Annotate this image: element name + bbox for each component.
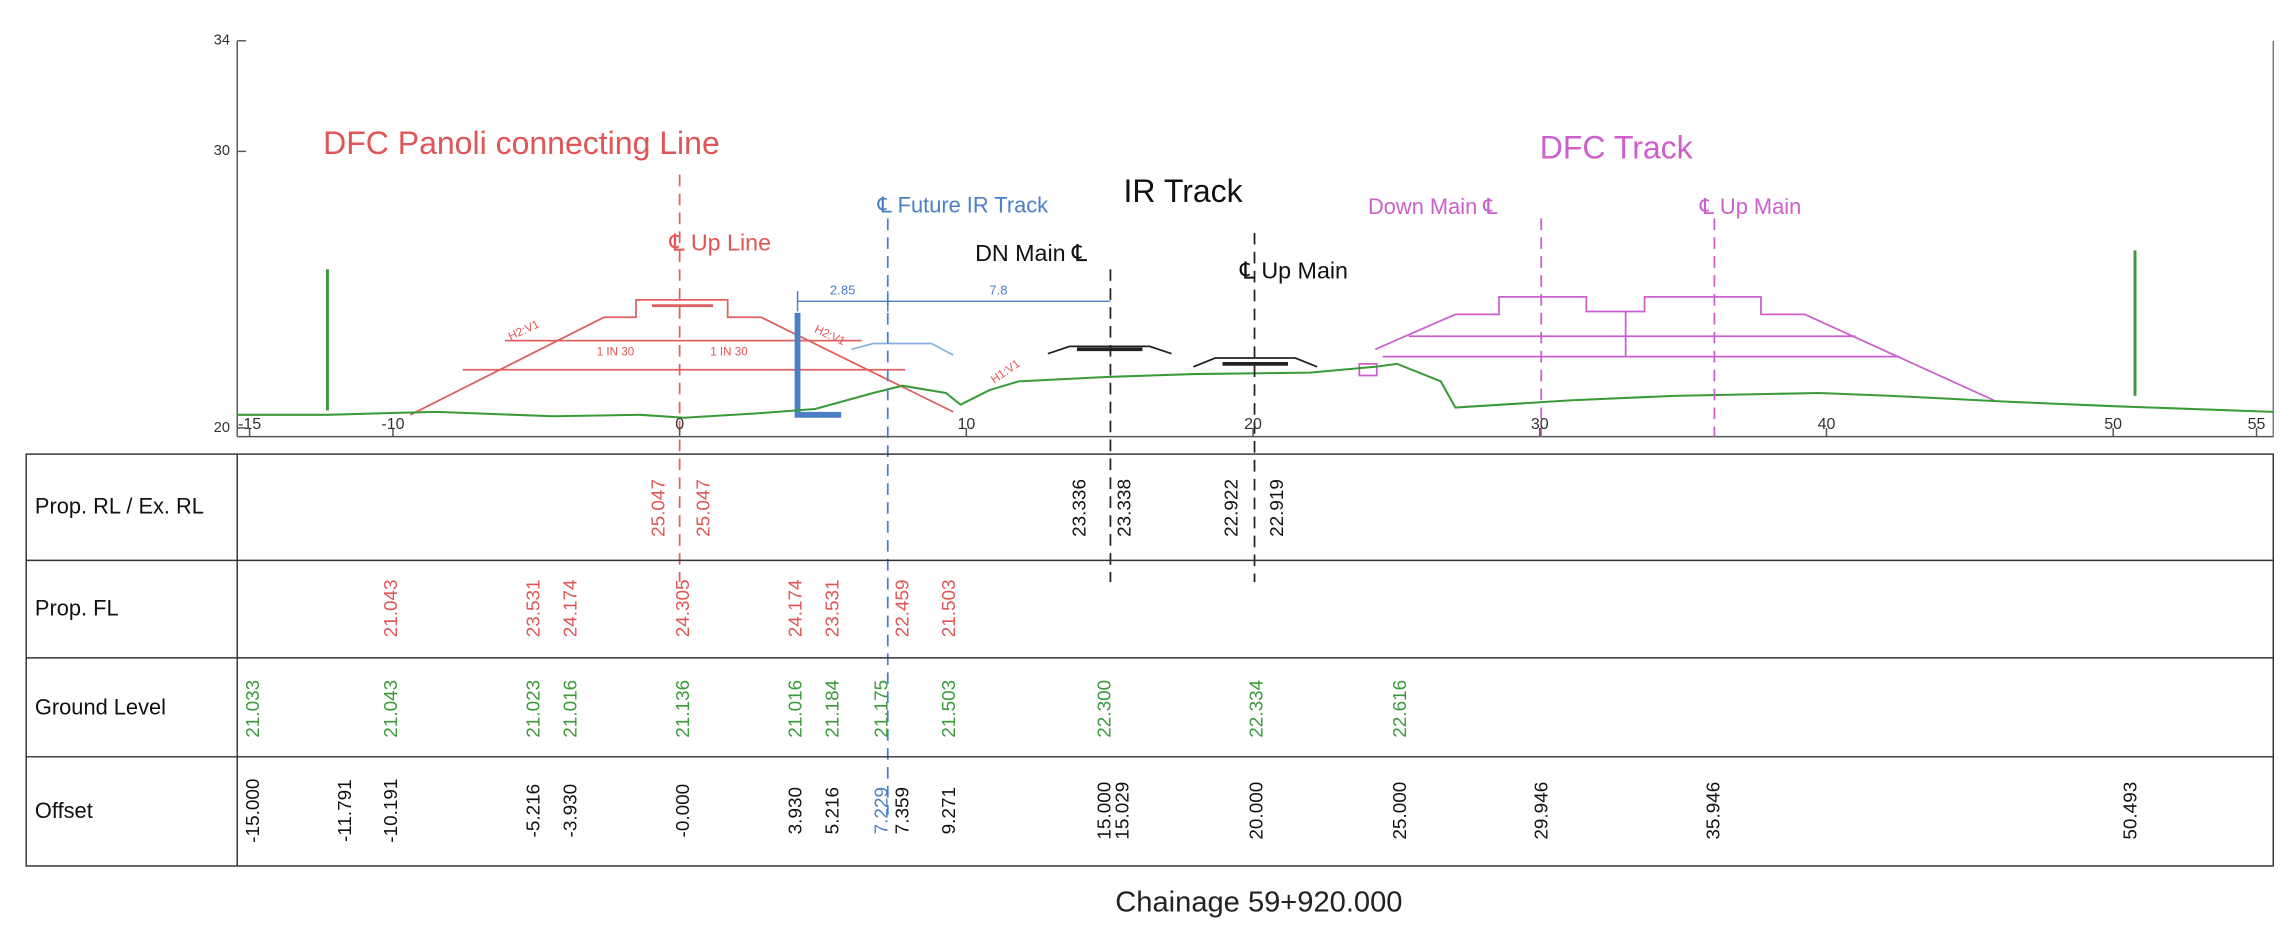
offset-value: 9.271: [939, 787, 960, 834]
centre-lines: [678, 174, 1716, 816]
ground-level-value: 21.043: [381, 680, 402, 738]
chainage: Chainage 59+920.000: [1115, 886, 1402, 918]
drain: [1358, 362, 1378, 377]
ground-level-value: 21.175: [872, 680, 893, 738]
ground-line: [237, 362, 2274, 419]
offset-value: -10.191: [381, 779, 402, 843]
x-tick-label: -15: [238, 416, 261, 433]
x-tick-label: 20: [1244, 416, 1262, 433]
y-tick-label: 30: [214, 143, 230, 159]
row-label: Ground Level: [35, 695, 166, 720]
grade-label: 1 IN 30: [597, 345, 635, 358]
x-tick-label: 10: [957, 416, 975, 433]
prop-fl-value: 22.459: [893, 579, 914, 637]
offset-value: -5.216: [523, 784, 544, 838]
offset-value: 50.493: [2121, 782, 2142, 840]
ground-level-value: 22.616: [1390, 680, 1411, 738]
title: DFC Panoli connecting Line: [323, 125, 720, 161]
future-ballast: [851, 342, 954, 356]
prop-fl-value: 21.043: [381, 579, 402, 637]
dfc-embankment: [1358, 296, 1995, 402]
ground-level-value: 21.033: [243, 680, 264, 738]
ground-level-value: 21.184: [823, 680, 844, 738]
offset-value: 29.946: [1532, 782, 1553, 840]
table-frame: [25, 453, 2274, 867]
offset-value: 15.000: [1094, 782, 1115, 840]
offset-value: -0.000: [673, 784, 694, 838]
offset-value: -15.000: [243, 779, 264, 843]
panoli-embankment: [410, 298, 954, 416]
y-tick-label: 20: [214, 420, 230, 436]
ground-level-value: 21.503: [939, 680, 960, 738]
retaining-wall: [794, 312, 842, 418]
dimensions: [796, 291, 1111, 312]
grade-label: 1 IN 30: [710, 345, 748, 358]
prop-fl-value: 23.531: [523, 579, 544, 637]
label: DN Main ℄: [975, 240, 1087, 266]
label: ℄ Up Main: [1699, 194, 1801, 219]
row-label: Offset: [35, 798, 93, 823]
offset-value: 25.000: [1390, 782, 1411, 840]
x-tick-label: 50: [2104, 416, 2122, 433]
offset-value: 5.216: [823, 787, 844, 834]
ground-level-value: 21.023: [523, 680, 544, 738]
title: IR Track: [1124, 173, 1244, 209]
offset-value: 7.359: [893, 787, 914, 834]
x-tick-label: 30: [1531, 416, 1549, 433]
ground-level-value: 22.300: [1094, 680, 1115, 738]
prop-fl-value: 23.531: [823, 579, 844, 637]
label: Down Main ℄: [1368, 194, 1498, 219]
table-border: [25, 453, 2274, 867]
y-tick-label: 34: [214, 33, 230, 49]
prop-rl-value: 22.922: [1222, 479, 1243, 537]
prop-fl-value: 24.174: [786, 579, 807, 637]
ground-level-value: 21.016: [786, 680, 807, 738]
prop-fl-value: 21.503: [939, 579, 960, 637]
ex-rl-value: 25.047: [693, 479, 714, 537]
embankment-outline: [410, 298, 954, 416]
ground-level-value: 21.136: [673, 680, 694, 738]
embankment-outline: [1374, 296, 1995, 402]
offset-value: 7.229: [872, 787, 893, 834]
prop-fl-value: 24.174: [560, 579, 581, 637]
x-tick-label: -10: [381, 416, 404, 433]
offset-value: 15.029: [1113, 782, 1134, 840]
prop-rl-value: 23.336: [1070, 479, 1091, 537]
dimension-label: 7.8: [989, 283, 1007, 298]
title: DFC Track: [1540, 129, 1694, 165]
offset-value: 35.946: [1704, 782, 1725, 840]
ground-level-value: 21.016: [560, 680, 581, 738]
ground-level-value: 22.334: [1246, 680, 1267, 738]
ex-rl-value: 23.338: [1115, 479, 1136, 537]
prop-rl-value: 25.047: [648, 479, 669, 537]
x-tick-label: 0: [675, 416, 684, 433]
label: ℄ Up Line: [668, 230, 771, 256]
offset-value: -11.791: [335, 779, 356, 842]
offset-value: 3.930: [786, 787, 807, 834]
offset-value: 20.000: [1246, 782, 1267, 840]
label: ℄ Future IR Track: [877, 192, 1049, 217]
offset-value: -3.930: [560, 784, 581, 838]
label: ℄ Up Main: [1239, 257, 1348, 283]
prop-fl-value: 24.305: [673, 579, 694, 637]
ex-rl-value: 22.919: [1267, 479, 1288, 537]
row-label: Prop. RL / Ex. RL: [35, 494, 204, 519]
dimension-label: 2.85: [830, 283, 855, 298]
row-label: Prop. FL: [35, 596, 119, 621]
x-tick-label: 40: [1818, 416, 1836, 433]
x-tick-label: 55: [2248, 416, 2266, 433]
